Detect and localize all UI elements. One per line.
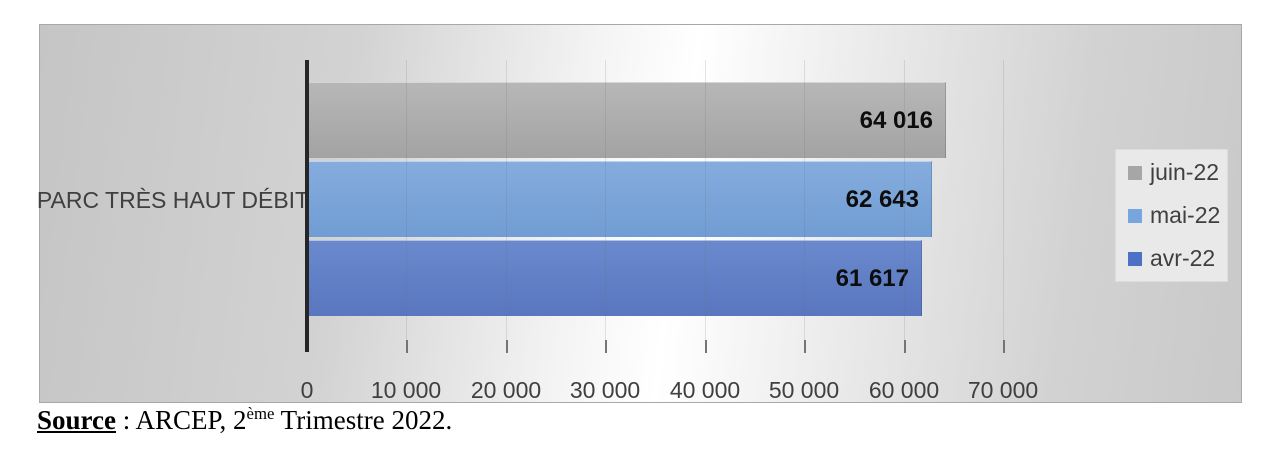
- tick-mark-70000: [1003, 340, 1005, 353]
- x-tick-label-30000: 30 000: [569, 377, 641, 403]
- x-tick-label-20000: 20 000: [470, 377, 542, 403]
- tick-mark-10000: [406, 340, 408, 353]
- tick-mark-20000: [506, 340, 508, 353]
- bar-row-juin-22: 64 016: [309, 82, 1019, 158]
- gridline-70000: [1003, 60, 1004, 340]
- gridline-10000: [406, 60, 407, 340]
- x-tick-label-60000: 60 000: [868, 377, 940, 403]
- source-note-text-before-sup: : ARCEP, 2: [116, 405, 247, 435]
- category-axis-label: PARC TRÈS HAUT DÉBIT: [36, 186, 310, 213]
- legend-label-mai-22: mai-22: [1150, 202, 1221, 228]
- bar-series-group: 64 016 62 643 61 617: [309, 60, 1019, 340]
- source-note: Source : ARCEP, 2ème Trimestre 2022.: [37, 405, 452, 436]
- gridline-60000: [904, 60, 905, 340]
- data-label-mai-22: 62 643: [845, 185, 919, 213]
- x-tick-label-10000: 10 000: [370, 377, 442, 403]
- tick-mark-60000: [904, 340, 906, 353]
- data-label-juin-22: 64 016: [859, 106, 933, 134]
- tick-mark-30000: [605, 340, 607, 353]
- legend-swatch-mai-22-icon: [1128, 208, 1142, 223]
- chart-area: PARC TRÈS HAUT DÉBIT 64 016 62 643 61 61…: [36, 24, 1242, 403]
- legend-label-juin-22: juin-22: [1150, 159, 1220, 185]
- bar-avr-22: 61 617: [309, 240, 922, 316]
- source-note-superscript: ème: [246, 404, 275, 423]
- value-axis-line: [305, 60, 309, 352]
- source-note-text-after-sup: Trimestre 2022.: [274, 405, 453, 435]
- bar-juin-22: 64 016: [309, 82, 946, 158]
- bar-row-avr-22: 61 617: [309, 240, 1019, 316]
- legend-swatch-avr-22-icon: [1128, 251, 1142, 266]
- gridline-30000: [605, 60, 606, 340]
- tick-mark-50000: [804, 340, 806, 353]
- legend-swatch-juin-22-icon: [1128, 165, 1142, 180]
- gridline-40000: [705, 60, 706, 340]
- legend: juin-22 mai-22 avr-22: [1115, 149, 1228, 282]
- legend-item-avr-22: avr-22: [1128, 245, 1223, 272]
- legend-item-mai-22: mai-22: [1128, 202, 1223, 229]
- data-label-avr-22: 61 617: [835, 264, 909, 292]
- tick-mark-40000: [705, 340, 707, 353]
- x-tick-label-70000: 70 000: [967, 377, 1039, 403]
- bar-mai-22: 62 643: [309, 161, 932, 237]
- source-note-label: Source: [37, 405, 116, 435]
- x-tick-label-50000: 50 000: [768, 377, 840, 403]
- x-tick-label-0: 0: [300, 377, 314, 403]
- legend-item-juin-22: juin-22: [1128, 159, 1223, 186]
- gridline-50000: [804, 60, 805, 340]
- plot-area: 64 016 62 643 61 617: [307, 60, 1019, 353]
- x-tick-label-40000: 40 000: [669, 377, 741, 403]
- legend-label-avr-22: avr-22: [1150, 245, 1216, 271]
- gridline-20000: [506, 60, 507, 340]
- bar-row-mai-22: 62 643: [309, 161, 1019, 237]
